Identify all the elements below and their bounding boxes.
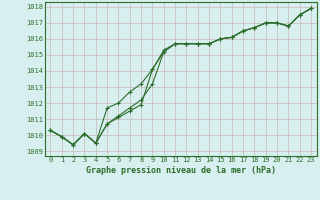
X-axis label: Graphe pression niveau de la mer (hPa): Graphe pression niveau de la mer (hPa) — [86, 166, 276, 175]
